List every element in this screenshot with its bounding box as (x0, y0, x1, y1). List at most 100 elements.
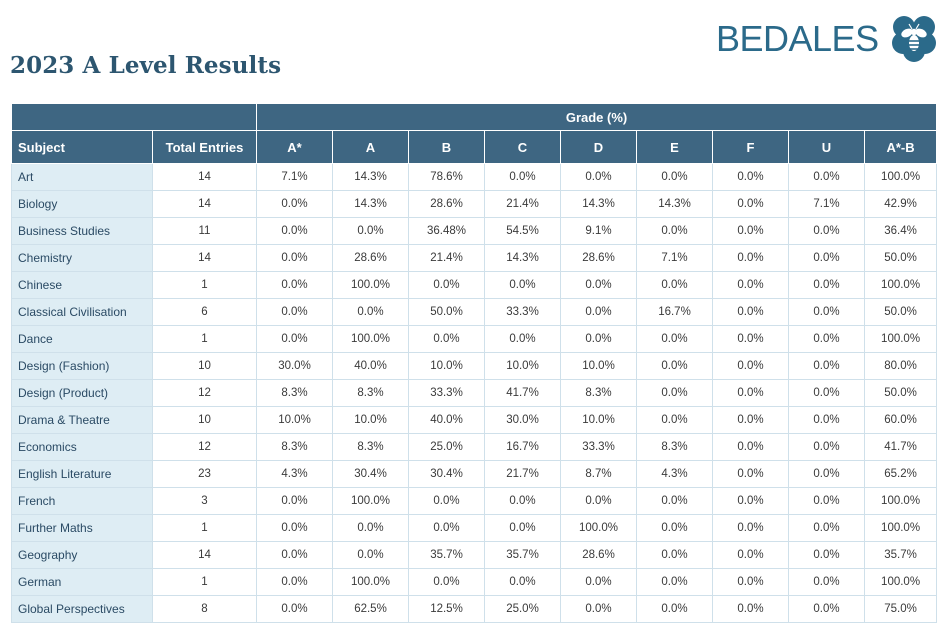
grade-percent-cell: 0.0% (484, 514, 561, 542)
grade-percent-cell: 100.0% (560, 514, 637, 542)
grade-percent-cell: 0.0% (788, 325, 865, 353)
subject-cell: Chinese (11, 271, 153, 299)
grade-percent-cell: 100.0% (332, 568, 409, 596)
total-entries-cell: 3 (152, 487, 257, 515)
grade-percent-cell: 25.0% (408, 433, 485, 461)
grade-percent-cell: 4.3% (256, 460, 333, 488)
grade-percent-cell: 14.3% (332, 190, 409, 218)
grade-percent-cell: 0.0% (256, 514, 333, 542)
grade-percent-cell: 0.0% (256, 487, 333, 515)
grade-percent-cell: 16.7% (484, 433, 561, 461)
grade-percent-cell: 0.0% (712, 433, 789, 461)
grade-group-header: Grade (%) (255, 103, 938, 131)
total-entries-cell: 8 (152, 595, 257, 623)
grade-percent-cell: 0.0% (256, 271, 333, 299)
grade-percent-cell: 8.7% (560, 460, 637, 488)
grade-percent-cell: 0.0% (636, 406, 713, 434)
grade-percent-cell: 0.0% (712, 217, 789, 245)
grade-percent-cell: 12.5% (408, 595, 485, 623)
grade-percent-cell: 0.0% (712, 460, 789, 488)
grade-percent-cell: 0.0% (712, 514, 789, 542)
grade-percent-cell: 0.0% (332, 298, 409, 326)
total-entries-cell: 12 (152, 379, 257, 407)
grade-percent-cell: 100.0% (863, 568, 938, 596)
subject-cell: German (11, 568, 153, 596)
grade-percent-cell: 4.3% (636, 460, 713, 488)
grade-percent-cell: 14.3% (332, 163, 409, 191)
results-body: Art 14 7.1% 14.3% 78.6% 0.0% 0.0% 0.0% 0.0% 0.0% 1… (11, 163, 938, 623)
grade-percent-cell: 8.3% (332, 433, 409, 461)
grade-percent-cell: 0.0% (560, 595, 637, 623)
results-table: Grade (%) Subject Total Entries A* A B C D E F U A… (11, 103, 938, 623)
table-row: Dance 1 0.0% 100.0% 0.0% 0.0% 0.0% 0.0% 0.0% 0.0%… (11, 325, 938, 353)
grade-percent-cell: 0.0% (636, 379, 713, 407)
grade-percent-cell: 0.0% (484, 568, 561, 596)
grade-percent-cell: 40.0% (332, 352, 409, 380)
total-entries-cell: 6 (152, 298, 257, 326)
grade-percent-cell: 50.0% (863, 244, 938, 272)
table-row: Economics 12 8.3% 8.3% 25.0% 16.7% 33.3% 8.3% 0.… (11, 433, 938, 461)
grade-percent-cell: 65.2% (863, 460, 938, 488)
grade-percent-cell: 10.0% (256, 406, 333, 434)
grade-percent-cell: 0.0% (788, 379, 865, 407)
grade-percent-cell: 10.0% (332, 406, 409, 434)
grade-percent-cell: 0.0% (636, 541, 713, 569)
grade-percent-cell: 0.0% (788, 460, 865, 488)
grade-percent-cell: 0.0% (712, 541, 789, 569)
grade-percent-cell: 0.0% (256, 325, 333, 353)
subject-cell: Further Maths (11, 514, 153, 542)
grade-percent-cell: 100.0% (332, 271, 409, 299)
grade-percent-cell: 0.0% (560, 271, 637, 299)
grade-percent-cell: 8.3% (256, 433, 333, 461)
column-header-grade-a-star: A* (256, 130, 333, 164)
grade-percent-cell: 0.0% (408, 487, 485, 515)
total-entries-cell: 1 (152, 514, 257, 542)
grade-percent-cell: 30.0% (484, 406, 561, 434)
grade-percent-cell: 10.0% (408, 352, 485, 380)
table-row: Chemistry 14 0.0% 28.6% 21.4% 14.3% 28.6% 7.1% 0… (11, 244, 938, 272)
grade-percent-cell: 100.0% (332, 487, 409, 515)
grade-percent-cell: 14.3% (560, 190, 637, 218)
table-row: Classical Civilisation 6 0.0% 0.0% 50.0% 33.3… (11, 298, 938, 326)
grade-percent-cell: 100.0% (863, 514, 938, 542)
grade-percent-cell: 0.0% (560, 163, 637, 191)
column-header-total-entries: Total Entries (152, 130, 257, 164)
subject-cell: Geography (11, 541, 153, 569)
grade-percent-cell: 100.0% (863, 163, 938, 191)
grade-percent-cell: 0.0% (712, 298, 789, 326)
column-header-grade-a: A (332, 130, 409, 164)
column-header-row: Subject Total Entries A* A B C D E F U A*-B (11, 130, 938, 164)
grade-percent-cell: 30.4% (408, 460, 485, 488)
grade-percent-cell: 0.0% (788, 406, 865, 434)
grade-percent-cell: 7.1% (788, 190, 865, 218)
grade-percent-cell: 0.0% (560, 298, 637, 326)
grade-percent-cell: 0.0% (560, 325, 637, 353)
subject-cell: English Literature (11, 460, 153, 488)
table-row: Art 14 7.1% 14.3% 78.6% 0.0% 0.0% 0.0% 0.0% 0.0% 1… (11, 163, 938, 191)
subject-cell: French (11, 487, 153, 515)
grade-percent-cell: 54.5% (484, 217, 561, 245)
total-entries-cell: 23 (152, 460, 257, 488)
grade-percent-cell: 0.0% (788, 541, 865, 569)
grade-percent-cell: 0.0% (788, 271, 865, 299)
subject-cell: Drama & Theatre (11, 406, 153, 434)
table-row: French 3 0.0% 100.0% 0.0% 0.0% 0.0% 0.0% 0.0% 0.0… (11, 487, 938, 515)
grade-percent-cell: 0.0% (560, 487, 637, 515)
table-row: Geography 14 0.0% 0.0% 35.7% 35.7% 28.6% 0.0% 0.… (11, 541, 938, 569)
grade-percent-cell: 28.6% (332, 244, 409, 272)
grade-percent-cell: 28.6% (560, 541, 637, 569)
grade-percent-cell: 0.0% (332, 217, 409, 245)
grade-percent-cell: 0.0% (788, 595, 865, 623)
grade-percent-cell: 8.3% (332, 379, 409, 407)
grade-percent-cell: 0.0% (256, 190, 333, 218)
total-entries-cell: 12 (152, 433, 257, 461)
grade-percent-cell: 100.0% (863, 325, 938, 353)
grade-percent-cell: 14.3% (484, 244, 561, 272)
total-entries-cell: 14 (152, 541, 257, 569)
bedales-logo: BEDALES (716, 13, 939, 65)
grade-percent-cell: 50.0% (863, 379, 938, 407)
grade-percent-cell: 0.0% (408, 568, 485, 596)
grade-percent-cell: 0.0% (636, 514, 713, 542)
grade-percent-cell: 28.6% (408, 190, 485, 218)
grade-percent-cell: 0.0% (332, 514, 409, 542)
